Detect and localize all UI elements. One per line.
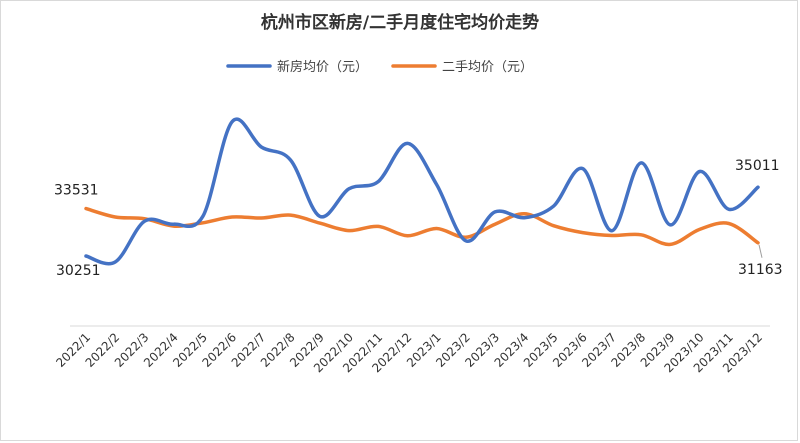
data-label-leader-line <box>758 244 763 258</box>
x-axis-ticks: 2022/12022/22022/32022/42022/52022/62022… <box>53 330 765 375</box>
series-line-new-homes <box>84 117 760 266</box>
legend: 新房均价（元） 二手均价（元） <box>226 59 533 75</box>
data-label: 35011 <box>735 158 780 174</box>
series-layer <box>84 117 760 266</box>
legend-label-resale-homes: 二手均价（元） <box>442 60 533 75</box>
data-labels: 30251 33531 35011 31163 <box>54 158 783 279</box>
data-label: 33531 <box>54 183 99 199</box>
data-label: 30251 <box>56 263 101 279</box>
chart-title: 杭州市区新房/二手月度住宅均价走势 <box>261 12 539 33</box>
series-line-resale-homes <box>84 206 760 247</box>
data-label: 31163 <box>738 262 783 278</box>
legend-label-new-homes: 新房均价（元） <box>277 59 368 75</box>
